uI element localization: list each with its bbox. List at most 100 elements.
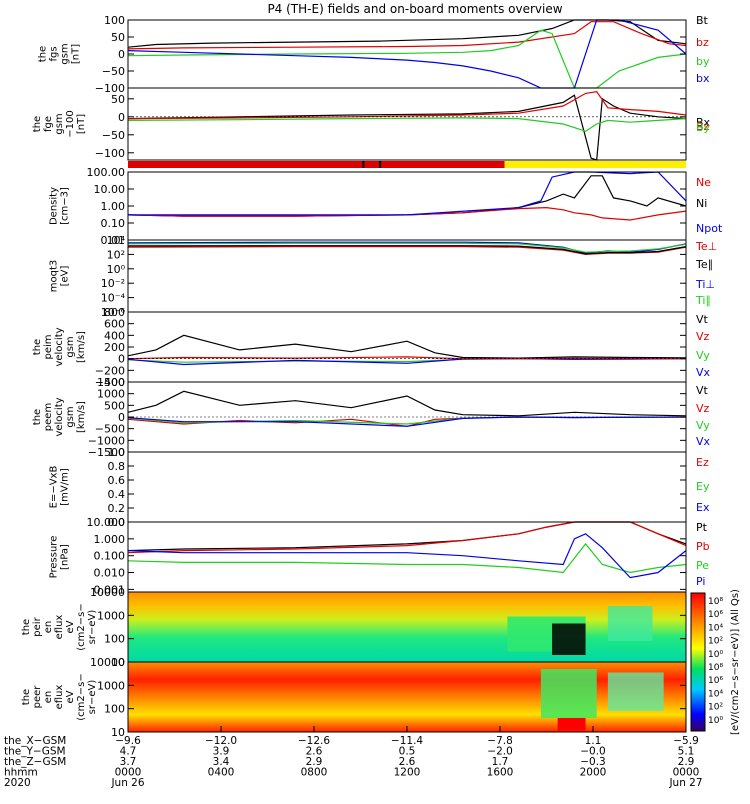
pressure-legend-pe: Pe: [696, 559, 709, 572]
peim-legend-vy: Vy: [696, 349, 710, 362]
peim-ytick-label: 800: [104, 306, 125, 319]
efield-ylabel: E=−VxB: [49, 466, 60, 509]
x-axis-tick-label: 0800: [301, 767, 328, 779]
peim-ytick-label: 0: [118, 353, 125, 366]
peem-series-vx: [127, 416, 687, 427]
density-ytick-label: 0.01: [101, 234, 126, 247]
peem-ylabel: gsm: [65, 406, 76, 427]
peer-ylabel: eflux: [54, 685, 65, 710]
x-axis-tick-label: −5.9: [673, 735, 699, 747]
fge-ytick-label: 50: [111, 93, 125, 106]
pressure-legend-pi: Pi: [696, 575, 705, 588]
peem-ytick-label: 0: [118, 411, 125, 424]
efield-legend-ey: Ey: [696, 480, 710, 493]
peir-ylabel: sr−eV): [87, 610, 98, 645]
temp-legend-te∥: Te∥: [695, 258, 713, 271]
peem-series-vt: [127, 390, 687, 417]
peim-ytick-label: −400: [95, 376, 125, 389]
peer-ylabel: en: [43, 691, 54, 704]
peem-ytick-label: −1500: [88, 446, 125, 459]
fgs-series-bt: [127, 19, 687, 48]
peir-ytick-label: 10000: [90, 586, 125, 599]
x-axis-tick-label: Jun 26: [110, 777, 144, 789]
fgs-panel-frame: [127, 19, 687, 89]
efield-ytick-label: 0.0: [108, 516, 126, 529]
x-axis-tick-label: −12.6: [298, 735, 330, 747]
x-axis-tick-label: 5.1: [678, 746, 695, 758]
peem-ylabel: the: [32, 409, 43, 425]
x-axis-tick-label: Jun 27: [668, 777, 702, 789]
fgs-ytick-label: −100: [95, 82, 125, 95]
peim-ytick-label: 600: [104, 318, 125, 331]
peem-series-vy: [127, 416, 687, 425]
fgs-legend-by: by: [696, 55, 710, 68]
fge-legend-bz: Bz: [696, 120, 710, 133]
x-axis-tick-label: 1.1: [585, 735, 602, 747]
peem-ytick-label: −500: [95, 423, 125, 436]
colorbar-tick-label: 10⁶: [708, 610, 723, 620]
fge-ytick-label: −50: [102, 129, 125, 142]
x-axis-tick-label: 1200: [394, 767, 421, 779]
fge-series-bt: [127, 94, 687, 161]
peer-ylabel: eV: [65, 690, 76, 703]
temp-legend-te⊥: Te⊥: [695, 240, 717, 253]
fge-series-by: [127, 117, 687, 132]
fge-panel-frame: [127, 87, 687, 161]
fgs-series-bz: [127, 21, 687, 50]
density-legend-npot: Npot: [696, 222, 723, 235]
pressure-series-pi: [127, 533, 687, 579]
peim-ylabel: peim: [43, 334, 54, 359]
pressure-ytick-label: 1.000: [94, 533, 126, 546]
peem-ylabel: peem: [43, 403, 54, 431]
peer-ylabel: the: [21, 689, 32, 705]
peem-ylabel: velocity: [54, 397, 65, 436]
temp-panel-frame: [127, 239, 687, 313]
pressure-ylabel: [nPa]: [60, 544, 71, 570]
peir-ylabel: eflux: [54, 615, 65, 640]
peir-ytick-label: 10: [111, 656, 125, 669]
peer-spectrogram: [128, 662, 686, 732]
density-ylabel: Density: [49, 187, 60, 225]
fgs-ytick-label: −50: [102, 65, 125, 78]
temp-ytick-label: 10⁻²: [101, 277, 125, 290]
peer-structure: [557, 718, 586, 731]
colorbar-tick-label: 10⁸: [708, 663, 723, 673]
x-axis-tick-label: −11.4: [391, 735, 423, 747]
colorbar-label: [eV/(cm2−s−sr−eV)] (All Qs): [730, 589, 741, 735]
efield-panel-frame: [127, 451, 687, 523]
temp-ylabel: [eV]: [60, 266, 71, 287]
colorbar-tick-label: 10⁸: [708, 597, 723, 607]
fgs-legend-bx: bx: [696, 72, 710, 85]
colorbar-tick-label: 10⁰: [708, 716, 723, 726]
colorbar-tick-label: 10⁴: [708, 623, 723, 633]
colorbar-tick-label: 10⁰: [708, 650, 723, 660]
x-axis-tick-label: 1600: [487, 767, 514, 779]
pressure-ylabel: Pressure: [49, 536, 60, 579]
efield-ytick-label: 0.4: [108, 488, 126, 501]
density-panel-frame: [127, 171, 687, 241]
x-axis-tick-label: 4.7: [120, 746, 137, 758]
peer-structure: [540, 669, 597, 718]
density-series-ni: [127, 175, 687, 217]
peer-ylabel: peer: [32, 685, 43, 709]
pressure-ytick-label: 0.010: [94, 567, 126, 580]
x-axis-tick-label: −0.0: [580, 746, 606, 758]
peir-structure: [552, 623, 586, 655]
peem-ytick-label: 1000: [97, 388, 125, 401]
peem-ylabel: [km/s]: [76, 401, 87, 433]
fgs-ytick-label: 50: [111, 31, 125, 44]
peem-ytick-label: 1500: [97, 376, 125, 389]
mode-bar-tick: [379, 161, 382, 168]
colorbar-tick-label: 10²: [708, 637, 723, 647]
peim-series-vx: [127, 358, 687, 366]
efield-legend-ez: Ez: [696, 456, 709, 469]
temp-ytick-label: 10⁻⁶: [101, 306, 126, 319]
x-axis-tick-label: 2000: [580, 767, 607, 779]
fgs-legend-bt: Bt: [696, 14, 709, 27]
x-axis-tick-label: −12.0: [205, 735, 237, 747]
peer-ytick-label: 10: [111, 726, 125, 739]
x-axis-row-label: hhmm: [4, 767, 38, 779]
peem-ytick-label: 500: [104, 399, 125, 412]
